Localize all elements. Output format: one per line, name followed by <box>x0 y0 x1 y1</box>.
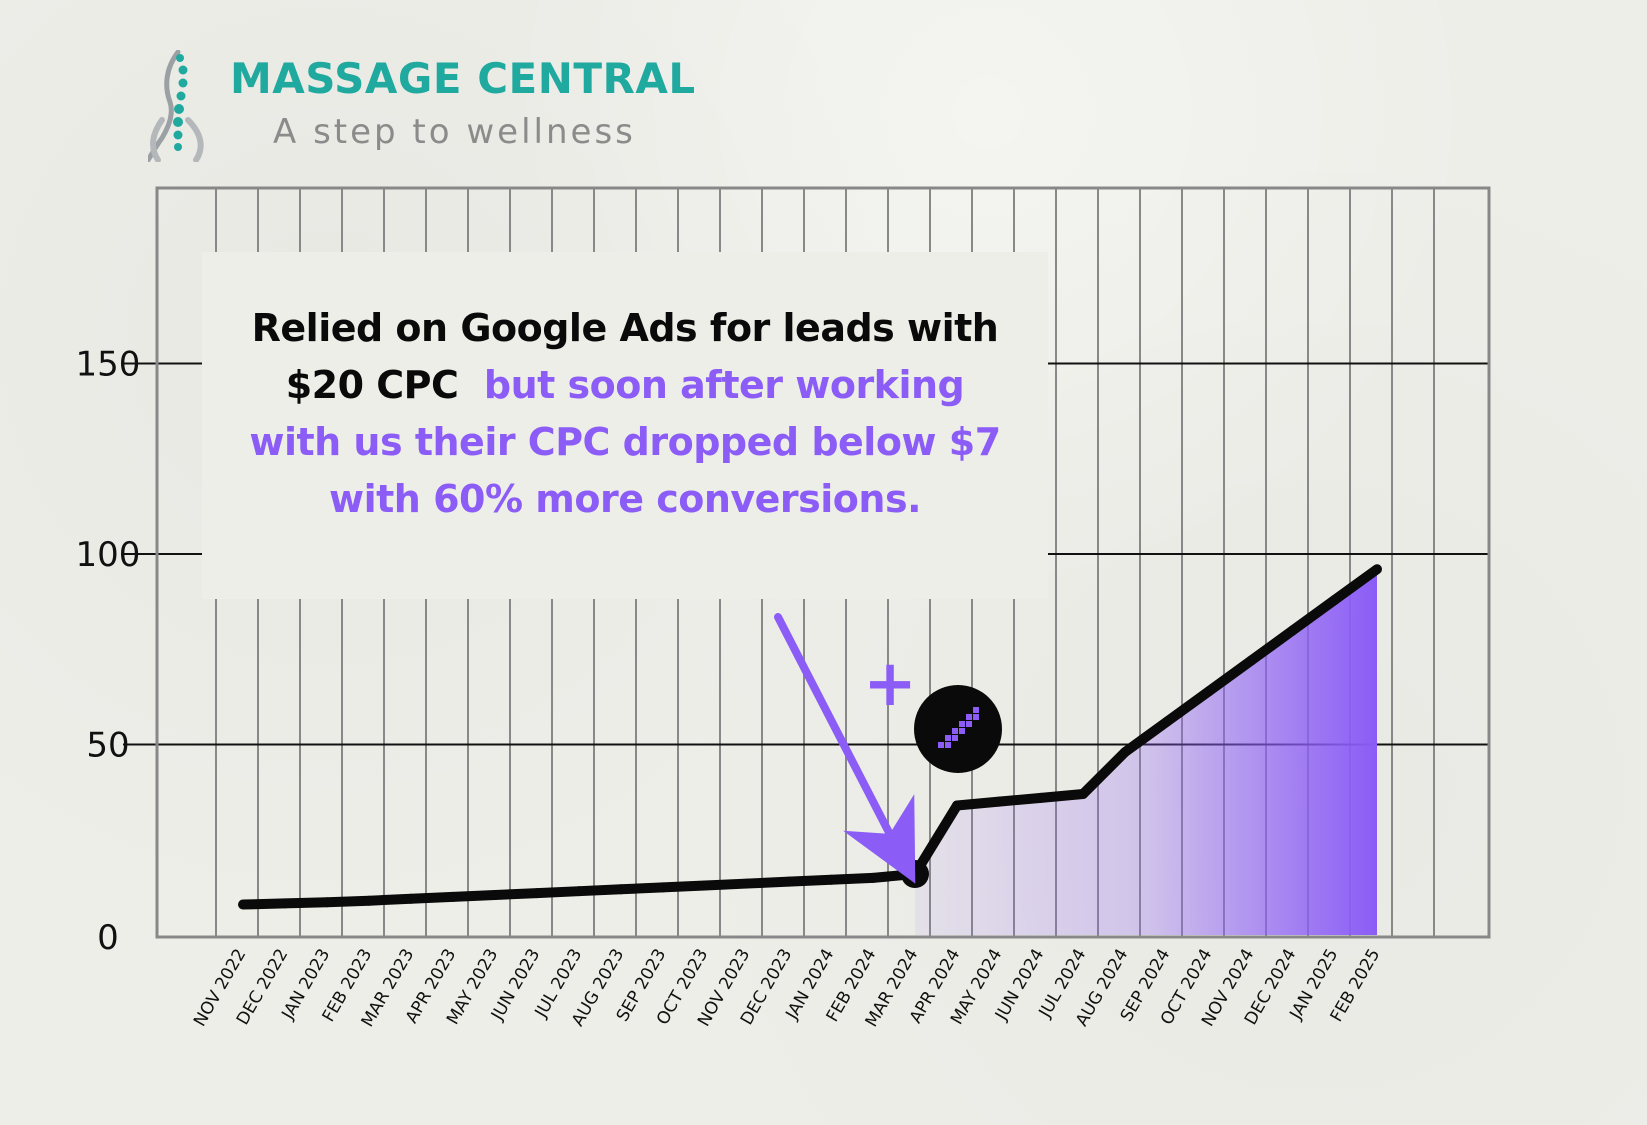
badge-pixel <box>952 728 958 734</box>
callout-line-2: $20 CPC but soon after working <box>196 357 1054 414</box>
data-point <box>1124 751 1126 754</box>
badge-pixel <box>973 707 979 713</box>
callout-line-1: Relied on Google Ads for leads with <box>251 306 999 350</box>
badge-pixel <box>966 721 972 727</box>
line-layer <box>238 564 1382 910</box>
series-line-segment <box>280 897 332 909</box>
brand-tagline: A step to wellness <box>273 112 636 152</box>
data-point <box>242 903 244 906</box>
y-tick-label: 0 <box>97 918 119 958</box>
series-line-segment <box>322 895 374 908</box>
data-point <box>956 804 958 807</box>
callout-line-4: with 60% more conversions. <box>328 477 922 521</box>
data-point <box>746 882 748 885</box>
data-point <box>410 897 412 900</box>
data-point <box>662 886 664 889</box>
series-line-segment <box>238 898 290 910</box>
plus-symbol: + <box>863 647 917 721</box>
data-point <box>1250 659 1252 662</box>
data-point <box>326 901 328 904</box>
callout-background <box>202 252 1048 599</box>
badge-pixel <box>959 728 965 734</box>
series-line-segment <box>448 889 500 902</box>
y-tick-label: 100 <box>76 535 141 575</box>
badge-pixel <box>938 742 944 748</box>
series-line-segment <box>700 878 752 891</box>
plot-frame <box>155 186 1491 939</box>
highlight-point <box>901 860 929 889</box>
spine-logo-icon <box>148 50 204 162</box>
data-point <box>536 892 538 895</box>
data-point <box>1334 598 1336 601</box>
badge-pixel <box>945 735 951 741</box>
data-point <box>1166 720 1168 723</box>
annotation-layer: + <box>774 613 1002 884</box>
data-point <box>788 880 790 883</box>
series-line-segment <box>1330 564 1382 605</box>
data-point <box>1376 568 1378 571</box>
badge-pixel <box>959 721 965 727</box>
series-line-segment <box>1288 594 1340 636</box>
series-line-segment <box>742 876 794 889</box>
badge-pixel <box>945 742 951 748</box>
series-line-segment <box>826 872 878 885</box>
series-line-segment <box>406 891 458 904</box>
series-line-segment <box>490 888 542 900</box>
area-layer <box>915 569 1377 935</box>
data-point <box>830 878 832 881</box>
series-line-segment <box>1204 655 1256 697</box>
series-line-segment <box>994 792 1046 807</box>
area-fill <box>915 569 1377 935</box>
series-line-segment <box>952 796 1004 811</box>
series-line-segment <box>1036 789 1088 803</box>
data-point <box>1040 796 1042 799</box>
series-line-segment <box>1078 747 1130 800</box>
badge-pixel <box>966 714 972 720</box>
data-point <box>368 899 370 902</box>
brand-name: MASSAGE CENTRAL <box>230 54 696 103</box>
callout-cpc-before: $20 CPC <box>285 363 459 407</box>
data-point <box>1208 690 1210 693</box>
data-point <box>1292 629 1294 632</box>
series-line-segment <box>1120 716 1172 758</box>
y-tick-label: 150 <box>76 345 141 385</box>
series-line-segment <box>1246 625 1298 666</box>
badge-pixel <box>973 714 979 720</box>
brand-header: MASSAGE CENTRAL A step to wellness <box>148 50 748 165</box>
data-point <box>998 800 1000 803</box>
series-line-segment <box>532 886 584 899</box>
series-line-segment <box>616 882 668 895</box>
series-line-segment <box>658 880 710 893</box>
data-point <box>1082 793 1084 796</box>
series-line-segment <box>784 874 836 887</box>
data-point <box>578 890 580 893</box>
data-point <box>872 876 874 879</box>
data-point <box>620 888 622 891</box>
callout-line-2-purple: but soon after working <box>483 363 965 407</box>
data-point <box>284 902 286 905</box>
annotation-arrow <box>774 613 916 884</box>
series-line-segment <box>364 893 416 906</box>
callout-line-3: with us their CPC dropped below $7 <box>249 420 1001 464</box>
series-line-segment <box>1162 686 1214 727</box>
data-point <box>704 884 706 887</box>
y-tick-label: 50 <box>86 726 129 766</box>
data-point <box>494 893 496 896</box>
badge-pixel <box>952 735 958 741</box>
callout-text: Relied on Google Ads for leads with $20 … <box>196 300 1054 528</box>
pixel-arrow-badge-icon <box>914 685 1002 773</box>
data-point <box>452 895 454 898</box>
series-line-segment <box>574 884 626 897</box>
